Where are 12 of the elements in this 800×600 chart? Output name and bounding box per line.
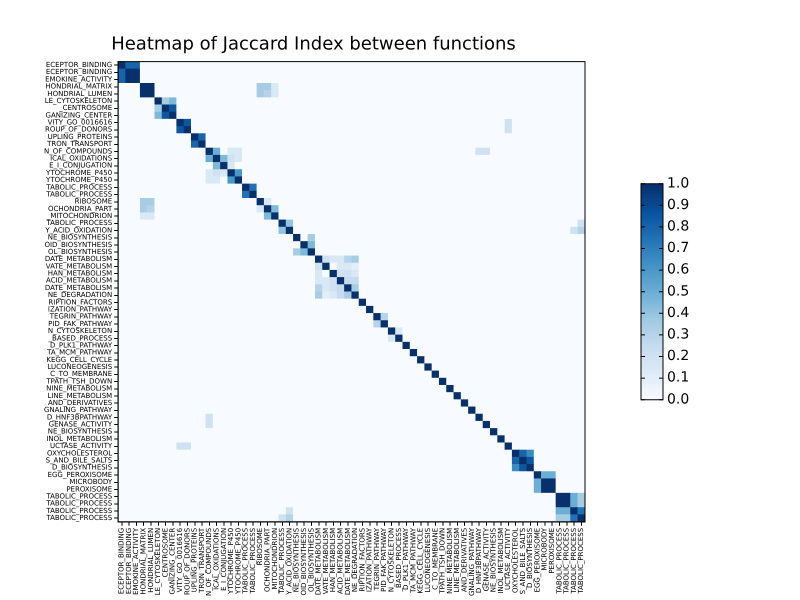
chart-title: Heatmap of Jaccard Index between functions [111, 33, 516, 54]
color-bar-label: 0.1 [667, 370, 690, 386]
color-bar-label: 0.7 [667, 240, 690, 256]
color-bar-label: 0.3 [667, 326, 690, 343]
color-bar-label: 0.9 [667, 196, 690, 213]
color-bar-label: 0.8 [667, 218, 690, 235]
color-bar-label: 0.4 [667, 304, 690, 321]
color-bar-label: 0.5 [667, 283, 690, 300]
color-bar-label: 0.6 [667, 262, 690, 278]
color-bar-label: 0.2 [667, 348, 690, 364]
color-bar-label: 0.0 [667, 391, 690, 408]
color-bar-label: 1.0 [667, 175, 690, 192]
